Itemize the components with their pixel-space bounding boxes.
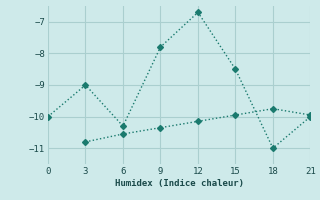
- X-axis label: Humidex (Indice chaleur): Humidex (Indice chaleur): [115, 179, 244, 188]
